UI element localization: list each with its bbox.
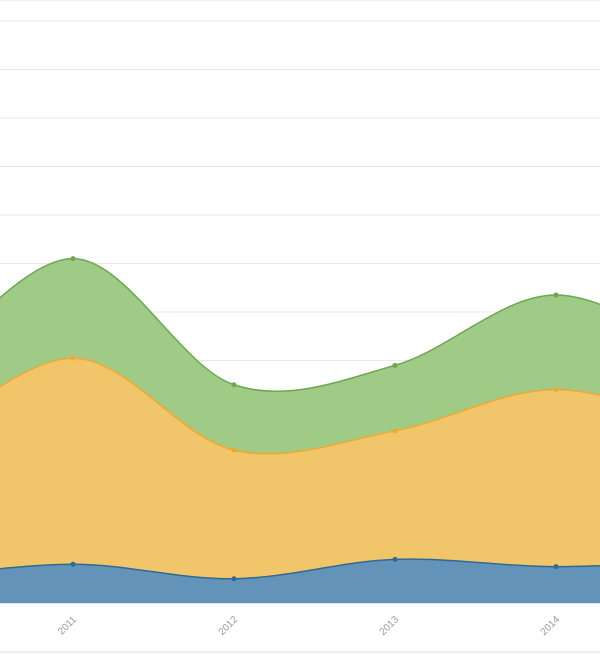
data-point xyxy=(392,428,398,434)
data-point xyxy=(70,561,76,567)
area-edge xyxy=(0,257,74,299)
area-fill xyxy=(0,358,600,579)
area-edge xyxy=(555,388,600,396)
data-point xyxy=(553,292,559,298)
data-point xyxy=(231,382,237,388)
area-edge xyxy=(555,294,600,306)
area-fill xyxy=(0,258,600,454)
area-fill xyxy=(0,559,600,604)
data-point xyxy=(392,362,398,368)
series-line xyxy=(72,357,557,455)
x-tick-label: 2014 xyxy=(539,614,563,638)
series-line xyxy=(72,558,557,580)
x-tick-label: 2011 xyxy=(56,614,79,637)
x-tick-label: 2013 xyxy=(378,614,402,638)
data-point xyxy=(70,256,76,262)
area-edge xyxy=(555,564,600,568)
data-point xyxy=(392,556,398,562)
series-line xyxy=(72,257,557,393)
data-point xyxy=(231,447,237,453)
data-point xyxy=(553,564,559,570)
x-tick-label: 2012 xyxy=(217,614,241,638)
data-point xyxy=(553,387,559,393)
data-point xyxy=(70,355,76,361)
area-edge xyxy=(0,357,74,388)
data-point xyxy=(231,576,237,582)
area-edge xyxy=(0,563,74,570)
